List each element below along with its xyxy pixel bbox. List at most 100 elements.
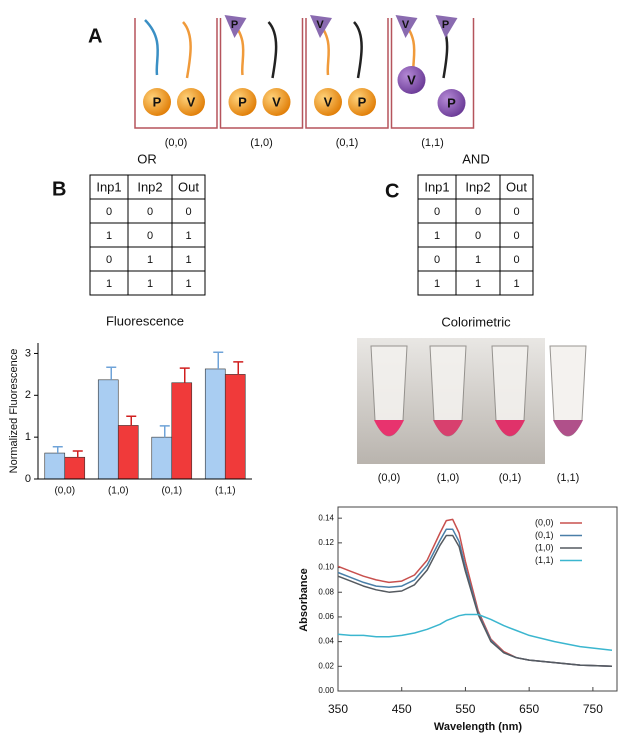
y-tick-label: 0.12: [318, 538, 334, 547]
well: [219, 18, 304, 129]
table-cell: [171, 270, 206, 296]
probe-label: P: [231, 19, 238, 31]
probe: [435, 15, 458, 38]
table-value: 0: [475, 230, 481, 242]
legend-label: (1,0): [535, 542, 554, 552]
well: [390, 18, 475, 129]
panel-label: B: [52, 178, 66, 200]
x-tick-label: (1,1): [215, 486, 236, 497]
bead-label: P: [358, 94, 367, 109]
x-tick-label: (0,1): [161, 486, 182, 497]
table-value: 0: [475, 206, 481, 218]
x-tick-label: (1,0): [108, 486, 129, 497]
table-value: 1: [185, 278, 191, 290]
bar: [44, 452, 66, 480]
bead-label: P: [153, 94, 162, 109]
table-value: 0: [106, 206, 112, 218]
y-tick-label: 0.02: [318, 661, 334, 670]
well: [134, 18, 218, 129]
bar: [117, 425, 139, 480]
error-bar: [52, 446, 63, 454]
table-header: Inp2: [137, 179, 162, 194]
x-tick-label: 750: [583, 702, 603, 716]
table-value: 1: [475, 254, 481, 266]
probe-label: V: [402, 19, 410, 31]
y-tick-label: 0.06: [318, 612, 334, 621]
bead-label: V: [272, 94, 281, 109]
bar: [224, 374, 246, 480]
strand: [267, 21, 278, 79]
photo-label: (1,0): [437, 472, 460, 484]
strand: [144, 19, 160, 76]
line-series: [337, 534, 613, 668]
table-header: Inp1: [96, 179, 121, 194]
panel-label: A: [88, 25, 102, 47]
strand: [353, 21, 363, 79]
state-label: (1,1): [421, 137, 444, 149]
table-value: 1: [185, 254, 191, 266]
y-axis-label: Normalized Fluorescence: [8, 349, 20, 474]
bar: [64, 456, 86, 480]
well: [305, 18, 389, 129]
tube-liquid: [553, 420, 583, 436]
table-title: AND: [462, 151, 489, 166]
y-tick-label: 1: [25, 431, 31, 443]
chart-title: Fluorescence: [106, 313, 184, 328]
x-tick-label: 350: [328, 702, 348, 716]
bar: [171, 382, 193, 480]
error-bar: [213, 351, 224, 369]
bead: [397, 66, 426, 94]
error-bar: [233, 361, 244, 375]
bead: [177, 88, 205, 116]
table-value: 0: [147, 230, 153, 242]
tube-liquid: [495, 420, 525, 436]
error-bar: [72, 450, 83, 458]
tube-liquid: [374, 420, 404, 436]
strand: [182, 21, 192, 79]
table-value: 0: [513, 206, 519, 218]
axes: [37, 343, 252, 480]
table-value: 1: [106, 278, 112, 290]
table-header: Out: [506, 179, 527, 194]
error-bar: [159, 425, 170, 438]
y-tick-label: 0.00: [318, 686, 334, 695]
tube-liquid: [433, 420, 463, 436]
y-tick-label: 0.08: [318, 587, 334, 596]
table-value: 0: [513, 254, 519, 266]
probe: [395, 15, 418, 38]
probe: [224, 15, 247, 38]
table-header: Inp1: [424, 179, 449, 194]
table-value: 0: [513, 230, 519, 242]
bead: [437, 89, 466, 117]
table-value: 0: [106, 254, 112, 266]
table-value: 1: [434, 230, 440, 242]
table-value: 0: [147, 206, 153, 218]
bead-label: P: [238, 94, 247, 109]
photo-label: (0,0): [378, 472, 401, 484]
table-value: 1: [475, 278, 481, 290]
y-axis-label: Absorbance: [298, 568, 310, 632]
state-label: (1,0): [250, 137, 273, 149]
bar: [204, 368, 226, 480]
photo-title: Colorimetric: [441, 314, 511, 329]
photo-label: (0,1): [499, 472, 522, 484]
bar: [151, 436, 173, 480]
bead: [262, 88, 291, 116]
table-value: 0: [185, 206, 191, 218]
error-bar: [179, 367, 190, 383]
plot-frame: [337, 506, 618, 692]
x-axis-label: Wavelength (nm): [434, 721, 523, 733]
table-cell: [499, 270, 534, 296]
panel-label: C: [385, 180, 399, 202]
bead: [348, 88, 376, 116]
table-title: OR: [137, 151, 157, 166]
table-value: 1: [185, 230, 191, 242]
y-tick-label: 2: [25, 389, 31, 401]
y-tick-label: 3: [25, 347, 31, 359]
bead: [228, 88, 257, 116]
legend-label: (0,0): [535, 517, 554, 527]
bead: [314, 88, 342, 116]
bead: [143, 88, 171, 116]
table-value: 1: [147, 278, 153, 290]
